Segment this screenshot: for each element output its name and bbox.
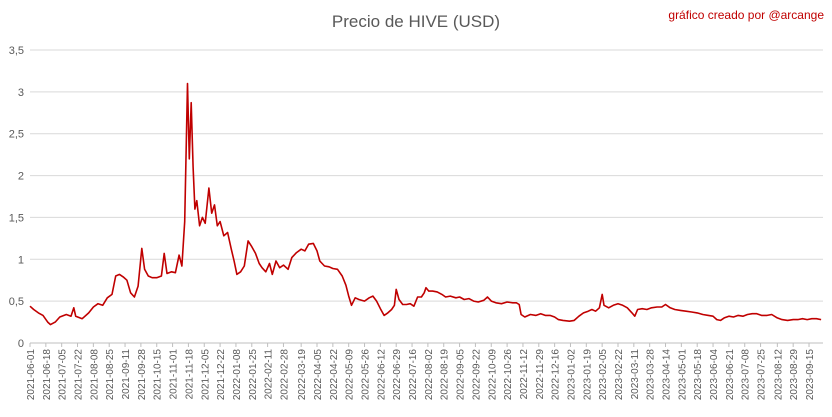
x-tick-label: 2023-05-01 — [677, 349, 688, 401]
x-tick-label: 2022-01-08 — [232, 349, 243, 401]
x-tick-label: 2021-07-05 — [58, 349, 69, 401]
x-tick-label: 2022-02-28 — [279, 349, 290, 401]
x-tick-label: 2022-06-12 — [376, 349, 387, 401]
x-tick-label: 2022-04-22 — [329, 349, 340, 401]
chart-title: Precio de HIVE (USD) — [331, 12, 501, 31]
y-tick-label: 0,5 — [9, 296, 24, 308]
y-tick-label: 2 — [18, 171, 24, 183]
x-tick-label: 2021-09-11 — [121, 349, 132, 400]
x-tick-label: 2021-08-08 — [89, 349, 100, 401]
y-tick-label: 3,5 — [9, 45, 24, 57]
x-tick-label: 2023-07-25 — [757, 349, 768, 401]
x-tick-label: 2022-01-25 — [248, 349, 259, 401]
credit-label: gráfico creado por @arcange — [668, 8, 824, 22]
y-tick-label: 2,5 — [9, 129, 24, 141]
x-tick-label: 2022-10-09 — [487, 349, 498, 401]
x-tick-label: 2023-08-12 — [773, 349, 784, 401]
x-tick-label: 2023-08-29 — [789, 349, 800, 401]
x-tick-label: 2021-12-22 — [216, 349, 227, 401]
x-tick-label: 2022-06-29 — [392, 349, 403, 401]
x-tick-label: 2021-11-01 — [169, 349, 180, 400]
y-tick-label: 3 — [18, 87, 24, 99]
x-tick-label: 2023-04-14 — [662, 349, 673, 401]
x-tick-label: 2023-01-19 — [582, 349, 593, 401]
y-tick-label: 1,5 — [9, 212, 24, 224]
x-tick-label: 2023-07-08 — [741, 349, 752, 401]
x-tick-label: 2021-09-28 — [137, 349, 148, 401]
x-tick-label: 2022-03-19 — [297, 349, 308, 401]
x-tick-label: 2021-10-15 — [153, 349, 164, 401]
x-tick-label: 2023-03-11 — [630, 349, 641, 400]
x-tick-label: 2021-11-18 — [184, 349, 195, 400]
x-tick-label: 2023-06-21 — [725, 349, 736, 401]
x-tick-label: 2022-08-02 — [424, 349, 435, 401]
x-tick-label: 2021-12-05 — [200, 349, 211, 401]
x-tick-label: 2022-07-16 — [408, 349, 419, 401]
y-axis-ticks: 0 0,5 1 1,5 2 2,5 3 3,5 — [9, 45, 24, 350]
gridlines — [30, 49, 823, 344]
x-tick-label: 2023-02-05 — [598, 349, 609, 401]
x-tick-label: 2023-06-04 — [709, 349, 720, 401]
x-tick-label: 2022-09-22 — [471, 349, 482, 401]
x-tick-label: 2022-11-29 — [535, 349, 546, 400]
x-tick-label: 2022-08-19 — [440, 349, 451, 401]
x-axis-ticks: 2021-06-01 2021-06-18 2021-07-05 2021-07-22… — [26, 343, 816, 400]
x-tick-label: 2022-10-26 — [503, 349, 514, 401]
x-tick-label: 2022-02-11 — [264, 349, 275, 400]
series-line-hive-price — [29, 82, 822, 326]
x-tick-label: 2023-05-18 — [693, 349, 704, 401]
x-tick-label: 2022-05-26 — [361, 349, 372, 401]
series-layer — [29, 82, 822, 326]
x-tick-label: 2021-06-01 — [26, 349, 37, 401]
y-tick-label: 1 — [18, 254, 24, 266]
x-tick-label: 2022-09-05 — [456, 349, 467, 401]
x-tick-label: 2022-12-16 — [551, 349, 562, 401]
x-tick-label: 2021-06-18 — [42, 349, 53, 401]
x-tick-label: 2021-08-25 — [105, 349, 116, 401]
x-tick-label: 2023-01-02 — [566, 349, 577, 401]
x-tick-label: 2022-05-09 — [345, 349, 356, 401]
x-tick-label: 2021-07-22 — [74, 349, 85, 401]
x-tick-label: 2023-02-22 — [614, 349, 625, 401]
y-tick-label: 0 — [18, 338, 24, 350]
x-tick-label: 2022-11-12 — [519, 349, 530, 400]
x-tick-label: 2022-04-05 — [313, 349, 324, 401]
x-tick-label: 2023-09-15 — [805, 349, 816, 401]
x-tick-label: 2023-03-28 — [646, 349, 657, 401]
